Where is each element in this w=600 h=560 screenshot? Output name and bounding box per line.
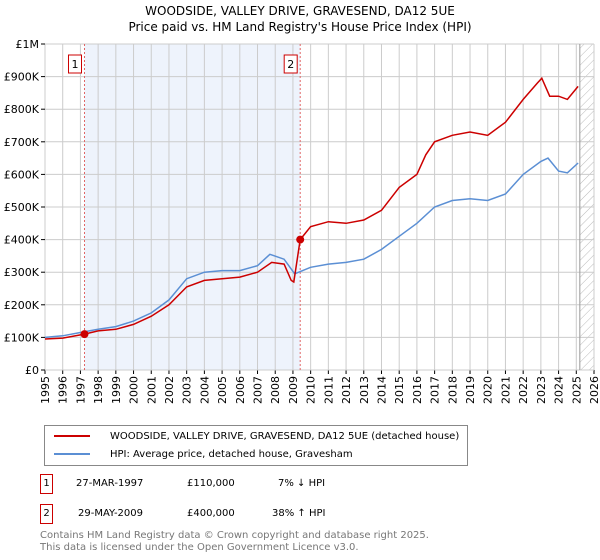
x-tick-label: 2008: [269, 376, 282, 404]
footer-licence: This data is licensed under the Open Gov…: [40, 542, 359, 553]
x-tick-label: 2000: [128, 376, 141, 404]
y-tick-label: £1M: [16, 38, 40, 51]
x-tick-label: 2019: [464, 376, 477, 404]
legend-swatch-blue: [54, 453, 90, 455]
legend-item-property: WOODSIDE, VALLEY DRIVE, GRAVESEND, DA12 …: [45, 428, 459, 444]
y-tick-label: £800K: [4, 103, 40, 116]
y-tick-label: £400K: [4, 234, 40, 247]
y-tick-label: £300K: [4, 266, 40, 279]
x-tick-label: 2012: [340, 376, 353, 404]
transaction-price: £110,000: [187, 478, 235, 489]
x-tick-label: 2020: [482, 376, 495, 404]
y-tick-label: £0: [25, 364, 39, 377]
x-tick-label: 2013: [358, 376, 371, 404]
transaction-label-box: [67, 54, 82, 74]
x-tick-label: 2026: [588, 376, 600, 404]
x-tick-label: 2014: [375, 376, 388, 404]
legend-swatch-red: [54, 435, 90, 437]
x-tick-label: 1995: [39, 376, 52, 404]
x-tick-label: 2018: [446, 376, 459, 404]
transaction-row: 1 27-MAR-1997 £110,000 7% ↓ HPI: [40, 474, 540, 494]
x-tick-label: 2005: [216, 376, 229, 404]
transaction-badge: 2: [40, 504, 53, 524]
footer-copyright: Contains HM Land Registry data © Crown c…: [40, 530, 429, 541]
y-tick-label: £500K: [4, 201, 40, 214]
price-chart: 1995 1996 1997 1998 1999 2000 2001 2002 2003 2004…: [4, 38, 600, 404]
y-tick-label: £600K: [4, 168, 40, 181]
x-tick-label: 1999: [110, 376, 123, 404]
chart-subtitle: Price paid vs. HM Land Registry's House …: [128, 20, 472, 34]
transaction-label: 1: [71, 58, 78, 71]
x-tick-label: 2003: [181, 376, 194, 404]
transaction-date: 29-MAY-2009: [78, 508, 144, 519]
x-tick-label: 2024: [553, 376, 566, 404]
legend-item-hpi: HPI: Average price, detached house, Grav…: [45, 446, 459, 462]
y-tick-label: £900K: [4, 71, 40, 84]
transaction-point: [296, 235, 305, 244]
y-tick-label: £100K: [4, 331, 40, 344]
x-tick-label: 2025: [570, 376, 583, 404]
transaction-point: [80, 330, 89, 339]
transaction-badge: 1: [40, 474, 53, 494]
transaction-hpi: 7% ↓ HPI: [278, 478, 326, 489]
transaction-row: 2 29-MAY-2009 £400,000 38% ↑ HPI: [40, 504, 540, 524]
x-tick-label: 2021: [499, 376, 512, 404]
x-tick-label: 2009: [287, 376, 300, 404]
x-tick-label: 2015: [393, 376, 406, 404]
x-tick-label: 1997: [74, 376, 87, 404]
legend: WOODSIDE, VALLEY DRIVE, GRAVESEND, DA12 …: [44, 425, 469, 466]
transaction-hpi: 38% ↑ HPI: [272, 508, 326, 519]
transaction-date: 27-MAR-1997: [76, 478, 144, 489]
transaction-price: £400,000: [187, 508, 235, 519]
footer: Contains HM Land Registry data © Crown c…: [40, 530, 429, 554]
legend-label: HPI: Average price, detached house, Grav…: [110, 448, 353, 460]
legend-label: WOODSIDE, VALLEY DRIVE, GRAVESEND, DA12 …: [110, 430, 460, 442]
x-tick-label: 2011: [322, 376, 335, 404]
x-tick-label: 2016: [411, 376, 424, 404]
x-tick-label: 2002: [163, 376, 176, 404]
x-tick-label: 2007: [252, 376, 265, 404]
series-property-line: [44, 76, 579, 340]
transaction-label: 2: [287, 58, 294, 71]
x-tick-label: 2006: [234, 376, 247, 404]
y-tick-label: £700K: [4, 136, 40, 149]
x-tick-label: 2017: [429, 376, 442, 404]
x-tick-label: 2022: [517, 376, 530, 404]
x-tick-label: 1998: [92, 376, 105, 404]
x-tick-label: 2023: [535, 376, 548, 404]
chart-title: WOODSIDE, VALLEY DRIVE, GRAVESEND, DA12 …: [145, 4, 455, 18]
y-tick-label: £200K: [4, 299, 40, 312]
x-tick-label: 2001: [145, 376, 158, 404]
x-tick-label: 2004: [198, 376, 211, 404]
series-hpi-line: [44, 157, 579, 339]
transaction-label-box: [283, 54, 298, 74]
x-tick-label: 1996: [57, 376, 70, 404]
x-tick-label: 2010: [305, 376, 318, 404]
